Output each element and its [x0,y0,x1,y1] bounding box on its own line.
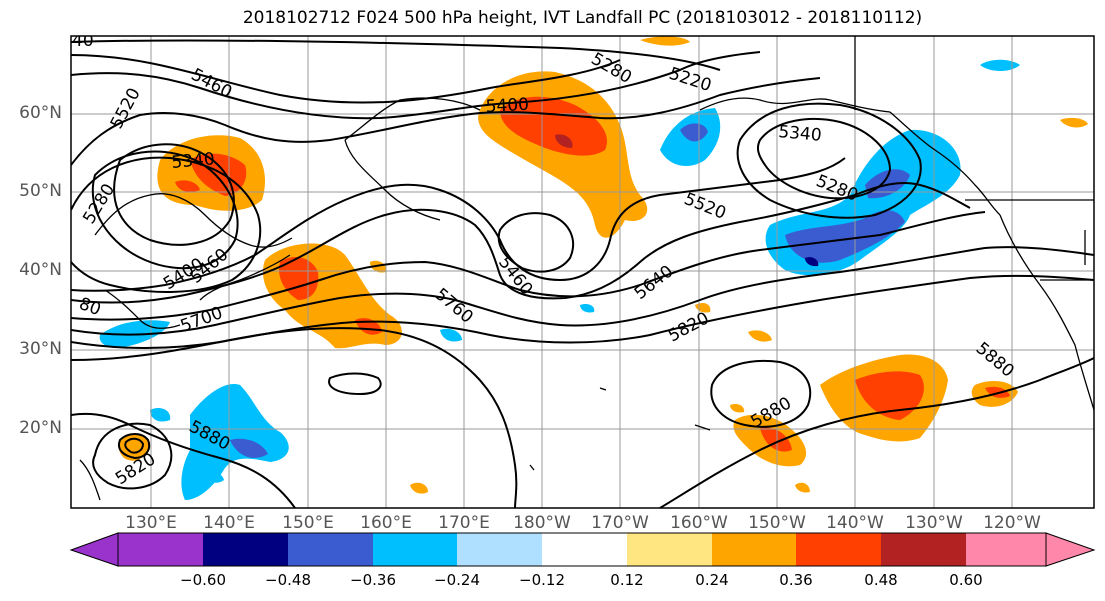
lat-label: 40°N [19,260,62,280]
coastlines [79,36,1094,501]
colorbar-tick-label: −0.24 [434,571,480,589]
height-contours [71,39,1094,508]
contour-label: 5340 [171,149,216,173]
lon-label: 140°E [203,513,255,533]
colorbar [69,532,1096,567]
lat-lon-grid [71,36,1094,508]
colorbar-bin [881,533,966,566]
colorbar-bin [966,533,1046,566]
colorbar-tick-label: 0.12 [610,571,644,589]
lon-label: 140°W [826,513,884,533]
lon-label: 160°E [360,513,412,533]
colorbar-bin [203,533,288,566]
colorbar-tick-label: −0.60 [180,571,226,589]
colorbar-tick-label: 0.60 [949,571,983,589]
colorbar-tick-label: 0.48 [864,571,898,589]
lat-label: 50°N [19,181,62,201]
lon-label: 130°E [125,513,177,533]
colorbar-bin [457,533,542,566]
colorbar-bin [288,533,373,566]
colorbar-bin [627,533,712,566]
lon-label: 180°W [513,513,571,533]
colorbar-bin [796,533,881,566]
map-frame [70,35,1095,509]
colorbar-bin [373,533,457,566]
lon-label: 150°W [748,513,806,533]
colorbar-extend-left [69,532,119,567]
colorbar-tick-label: 0.36 [779,571,813,589]
contour-label: 5400 [485,95,529,117]
lon-label: 150°E [282,513,334,533]
colorbar-bin [712,533,796,566]
colorbar-extend-right [1045,532,1096,567]
map-title: 2018102712 F024 500 hPa height, IVT Land… [242,8,923,28]
lon-label: 160°W [670,513,728,533]
lon-label: 170°E [438,513,490,533]
lat-label: 20°N [19,418,62,438]
ivt-shading [99,36,1088,500]
colorbar-bin [118,533,203,566]
colorbar-bin [542,533,627,566]
lon-label: 170°W [591,513,649,533]
contour-label: 5340 [778,122,823,146]
lon-label: 120°W [983,513,1041,533]
colorbar-tick-label: 0.24 [695,571,729,589]
contour-label: 40 [72,31,94,51]
lon-label: 130°W [905,513,963,533]
colorbar-tick-label: −0.36 [350,571,396,589]
lat-label: 30°N [19,339,62,359]
lat-label: 60°N [19,103,62,123]
colorbar-tick-label: −0.12 [519,571,565,589]
colorbar-tick-label: −0.48 [265,571,311,589]
